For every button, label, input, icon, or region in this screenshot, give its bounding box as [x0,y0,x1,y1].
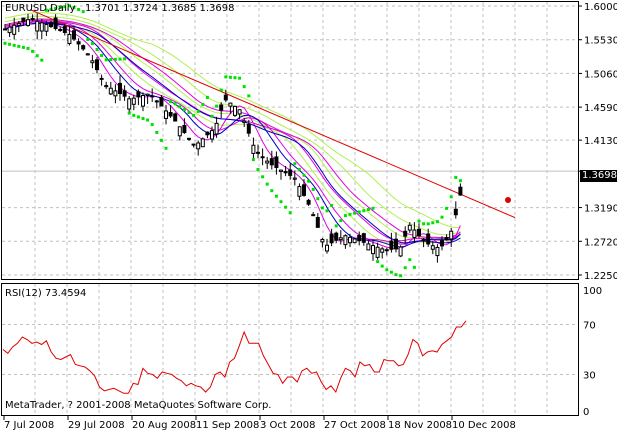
svg-text:1.4130: 1.4130 [584,136,617,147]
svg-text:3 Oct 2008: 3 Oct 2008 [260,420,315,431]
svg-text:1.6000: 1.6000 [584,2,617,13]
svg-text:7 Jul 2008: 7 Jul 2008 [4,420,54,431]
moving-average-lines [4,12,461,250]
svg-text:1.2250: 1.2250 [584,271,617,282]
svg-text:10 Dec 2008: 10 Dec 2008 [452,420,516,431]
ohlc-values: 1.3701 1.3724 1.3685 1.3698 [84,3,235,14]
candlesticks [3,13,463,263]
svg-text:20 Aug 2008: 20 Aug 2008 [132,420,196,431]
trendline[interactable] [29,9,516,219]
svg-text:30: 30 [583,371,596,382]
symbol-timeframe-label: EURUSD,Daily [5,3,76,14]
rsi-line [2,320,467,394]
svg-text:1.4590: 1.4590 [584,103,617,114]
copyright-notice: MetaTrader, ? 2001-2008 MetaQuotes Softw… [5,400,272,411]
time-axis: 7 Jul 2008 29 Jul 2008 20 Aug 2008 11 Sep 2… [3,415,516,431]
svg-text:29 Jul 2008: 29 Jul 2008 [68,420,125,431]
svg-text:11 Sep 2008: 11 Sep 2008 [196,420,259,431]
rsi-panel-frame [1,283,579,416]
svg-text:100: 100 [583,286,602,297]
price-axis: 1.6000 1.5530 1.5060 1.4590 1.4130 1.3190 1.27… [578,2,617,282]
chart-header: EURUSD,Daily 1.3701 1.3724 1.3685 1.3698 [5,3,234,15]
svg-text:0: 0 [583,407,589,418]
rsi-axis: 100 70 30 0 [583,286,602,418]
svg-text:1.2720: 1.2720 [584,237,617,248]
rsi-indicator-label: RSI(12) 73.4594 [5,288,87,299]
svg-text:1.5530: 1.5530 [584,36,617,47]
svg-text:1.3190: 1.3190 [584,204,617,215]
svg-text:18 Nov 2008: 18 Nov 2008 [388,420,452,431]
svg-text:1.5060: 1.5060 [584,69,617,80]
current-price-label: 1.3698 [580,170,617,182]
trendline-anchor-point[interactable] [505,197,511,203]
parabolic-sar-dots [3,4,462,278]
grid-lines [2,2,578,415]
svg-text:70: 70 [583,321,596,332]
svg-text:27 Oct 2008: 27 Oct 2008 [324,420,386,431]
